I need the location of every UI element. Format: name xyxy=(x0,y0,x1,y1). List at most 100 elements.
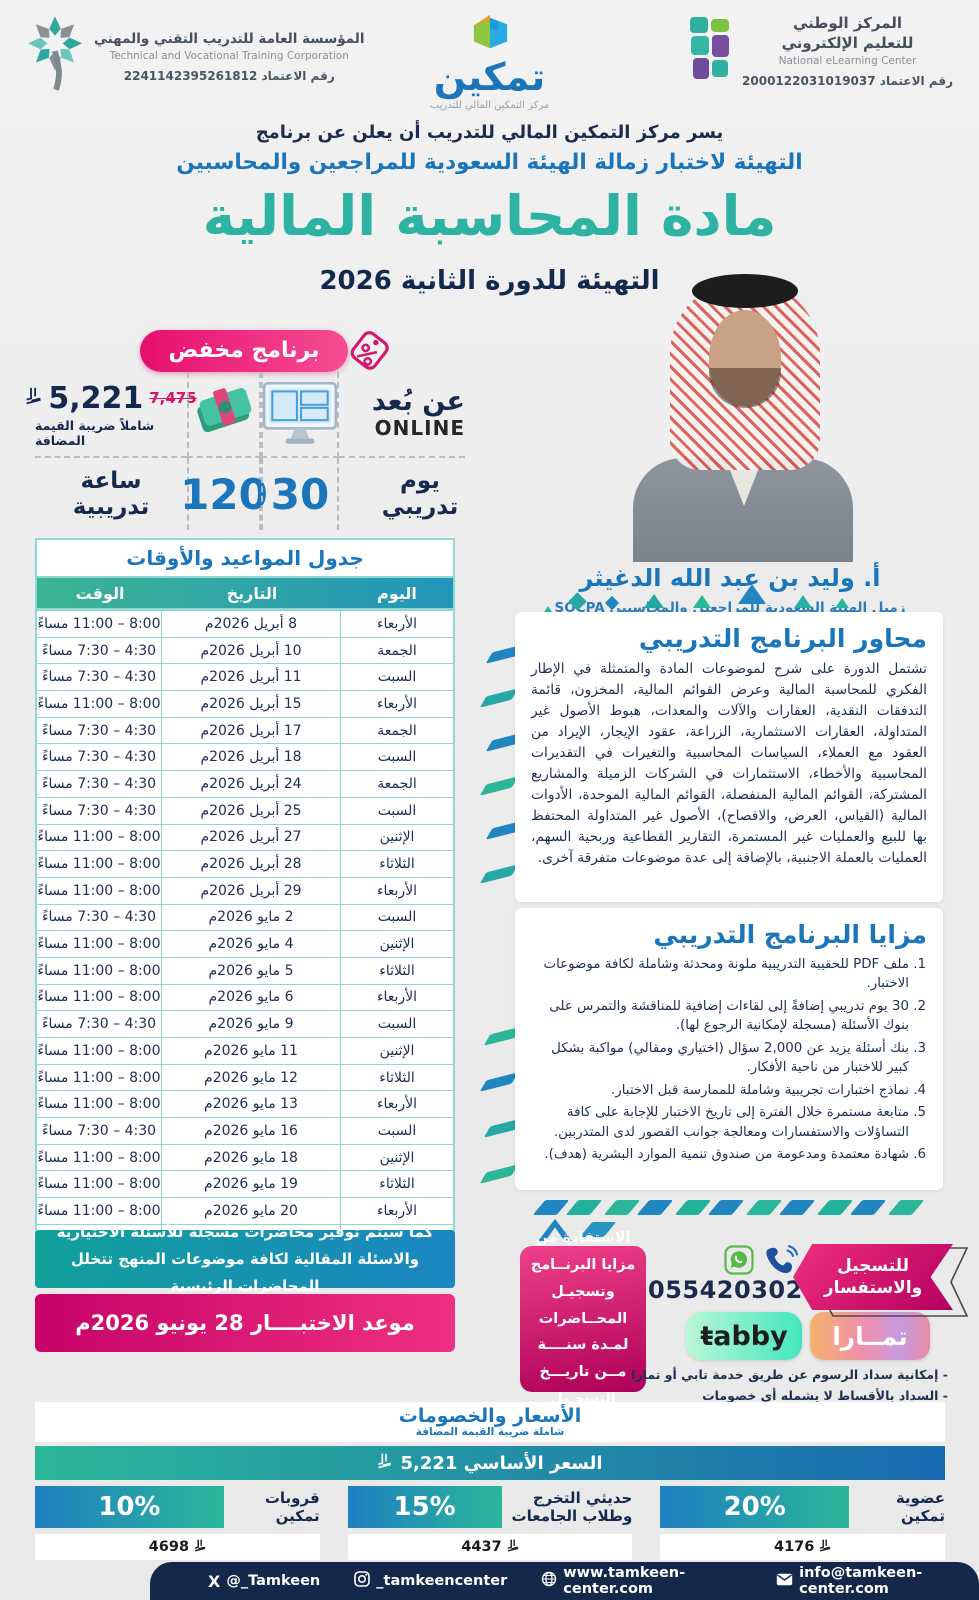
list-item: ملف PDF للحقيبة التدريبية ملونة ومحدثة و… xyxy=(531,955,909,994)
decor-triangles-top xyxy=(540,584,940,618)
row-day: الأربعاء xyxy=(376,615,418,632)
row-time: 8:00 – 11:00 مساءً xyxy=(37,824,162,851)
table-row: الجمعة 10 أبريل 2026م 4:30 – 7:30 مساءً xyxy=(37,636,453,664)
table-row: الأربعاء 20 مايو 2026م 8:00 – 11:00 مساء… xyxy=(37,1197,453,1224)
row-date: 13 مايو 2026م xyxy=(162,1091,341,1118)
tamkeen-subtitle: مركز التمكين المالي للتدريب xyxy=(429,100,550,111)
saudi-riyal-icon xyxy=(507,1539,519,1556)
tier-groups: قروبات تمكين 10% 4698 xyxy=(35,1486,320,1560)
tamkeen-logo-block: تمكين مركز التمكين المالي للتدريب xyxy=(380,12,600,111)
row-date: 17 أبريل 2026م xyxy=(162,717,341,744)
nelc-accreditation: رقم الاعتماد 2000122031019037 xyxy=(742,74,953,88)
row-day: الثلاثاء xyxy=(379,856,415,873)
row-time: 8:00 – 11:00 مساءً xyxy=(37,877,162,904)
tier-label-line2: تمكين xyxy=(900,1507,945,1525)
row-date: 20 مايو 2026م xyxy=(162,1198,341,1224)
tier-label-line2: تمكين xyxy=(275,1507,320,1525)
table-row: الجمعة 17 أبريل 2026م 4:30 – 7:30 مساءً xyxy=(37,716,453,744)
tvtc-flower-icon xyxy=(26,16,84,98)
nelc-logo-block: المركز الوطني للتعليم الإلكتروني Nationa… xyxy=(688,14,953,88)
tvtc-name-en: Technical and Vocational Training Corpor… xyxy=(109,49,349,62)
row-time: 8:00 – 11:00 مساءً xyxy=(37,1038,162,1064)
footer-instagram-handle[interactable]: _tamkeencenter xyxy=(354,1571,507,1591)
instructor-name: أ. وليد بن عبد الله الدغيثر xyxy=(579,564,881,592)
row-time: 4:30 – 7:30 مساءً xyxy=(37,1118,162,1144)
pricing-subtitle: شاملة ضريبة القيمة المضافة xyxy=(415,1426,565,1439)
row-day: الإثنين xyxy=(379,1042,415,1059)
tier-percent: 15% xyxy=(347,1486,502,1528)
discount-tag-icon xyxy=(346,326,394,378)
tier-label-line1: حديثي التخرج xyxy=(532,1489,633,1507)
row-time: 4:30 – 7:30 مساءً xyxy=(37,797,162,824)
footer-email[interactable]: info@tamkeen-center.com xyxy=(776,1565,979,1597)
table-row: الجمعة 24 أبريل 2026م 4:30 – 7:30 مساءً xyxy=(37,770,453,797)
row-time: 8:00 – 11:00 مساءً xyxy=(37,611,162,637)
row-day: الأربعاء xyxy=(376,882,418,899)
table-row: الأربعاء 15 أبريل 2026م 8:00 – 11:00 مسا… xyxy=(37,690,453,717)
benefits-section: مزايا البرنامج التدريبي ملف PDF للحقيبة … xyxy=(515,908,943,1190)
row-time: 4:30 – 7:30 مساءً xyxy=(37,637,162,664)
table-row: الإثنين 27 أبريل 2026م 8:00 – 11:00 مساء… xyxy=(37,823,453,851)
footer-x-handle[interactable]: X @_Tamkeen xyxy=(208,1572,320,1591)
pricing-header: الأسعار والخصومات شاملة ضريبة القيمة الم… xyxy=(35,1402,945,1442)
email-text: info@tamkeen-center.com xyxy=(799,1565,923,1597)
row-day: السبت xyxy=(377,802,417,819)
row-time: 8:00 – 11:00 مساءً xyxy=(37,1091,162,1118)
schedule-body: الأربعاء 8 أبريل 2026م 8:00 – 11:00 مساء… xyxy=(35,610,455,1253)
payment-note-line: - إمكانية سداد الرسوم عن طريق خدمة تابي … xyxy=(631,1367,948,1382)
row-day: السبت xyxy=(377,749,417,766)
row-time: 8:00 – 11:00 مساءً xyxy=(37,691,162,717)
row-time: 4:30 – 7:30 مساءً xyxy=(37,664,162,691)
table-row: الثلاثاء 5 مايو 2026م 8:00 – 11:00 مساءً xyxy=(37,956,453,984)
topics-title: محاور البرنامج التدريبي xyxy=(638,624,927,653)
benefits-title: مزايا البرنامج التدريبي xyxy=(653,920,927,949)
saudi-riyal-icon xyxy=(377,1453,392,1474)
mode-label-ar: عن بُعد xyxy=(371,385,465,417)
row-day: السبت xyxy=(377,669,417,686)
tvtc-logo-block: المؤسسة العامة للتدريب التقني والمهني Te… xyxy=(26,16,364,98)
row-time: 8:00 – 11:00 مساءً xyxy=(37,1064,162,1091)
ribbon-line-2: والاستفسار xyxy=(823,1278,923,1298)
row-date: 11 أبريل 2026م xyxy=(162,664,341,691)
row-date: 11 مايو 2026م xyxy=(162,1038,341,1064)
nelc-mosaic-icon xyxy=(688,15,732,87)
tvtc-name-ar: المؤسسة العامة للتدريب التقني والمهني xyxy=(94,31,365,48)
payment-note-line: - السداد بالأقساط لا يشمله أي خصومات xyxy=(702,1388,948,1404)
tabby-logo[interactable]: ŧabby xyxy=(686,1312,802,1360)
hours-label-cell: ساعة تدريبية xyxy=(35,458,187,530)
table-row: السبت 2 مايو 2026م 4:30 – 7:30 مساءً xyxy=(37,903,453,931)
schedule-header: اليوم التاريخ الوقت xyxy=(35,578,455,610)
list-item: متابعة مستمرة خلال الفترة إلى تاريخ الاخ… xyxy=(531,1103,909,1142)
row-date: 2 مايو 2026م xyxy=(162,904,341,931)
exam-date-banner: موعد الاختبــــار 28 يونيو 2026م xyxy=(35,1294,455,1352)
table-row: السبت 16 مايو 2026م 4:30 – 7:30 مساءً xyxy=(37,1117,453,1144)
table-row: الإثنين 4 مايو 2026م 8:00 – 11:00 مساءً xyxy=(37,930,453,957)
registration-phone[interactable]: 0554203028 xyxy=(648,1276,820,1304)
discount-badge: برنامج مخفض xyxy=(140,330,348,372)
tamkeen-wordmark: تمكين xyxy=(433,55,546,99)
x-icon: X xyxy=(208,1571,221,1591)
page-title: مادة المحاسبة المالية xyxy=(202,184,777,248)
row-date: 18 مايو 2026م xyxy=(162,1144,341,1171)
row-date: 10 أبريل 2026م xyxy=(162,637,341,664)
footer-website[interactable]: www.tamkeen-center.com xyxy=(541,1565,742,1597)
benefits-list: ملف PDF للحقيبة التدريبية ملونة ومحدثة و… xyxy=(531,955,927,1164)
intro-line: يسر مركز التمكين المالي للتدريب أن يعلن … xyxy=(255,122,724,143)
row-date: 19 مايو 2026م xyxy=(162,1171,341,1198)
days-label-cell: يوم تدريبي xyxy=(339,458,465,530)
nelc-name-ar-2: للتعليم الإلكتروني xyxy=(781,33,914,52)
mode-label-en: ONLINE xyxy=(374,416,465,441)
list-item: 30 يوم تدريبي إضافةً إلى لقاءات إضافية ل… xyxy=(531,997,909,1036)
tamara-logo[interactable]: تمــارا xyxy=(810,1312,930,1360)
tier-price-value: 4176 xyxy=(774,1539,815,1555)
money-icon xyxy=(187,372,261,458)
registration-ribbon: للتسجيل والاستفسار xyxy=(793,1240,971,1320)
phone-icon xyxy=(762,1244,799,1280)
saudi-riyal-icon xyxy=(819,1539,831,1556)
row-date: 27 أبريل 2026م xyxy=(162,824,341,851)
days-cell: 30 xyxy=(261,458,339,530)
ribbon-line-1: للتسجيل xyxy=(837,1255,909,1276)
benefit-access-box: الاستفادة من مزايا البرنــامج وتسجيـل ال… xyxy=(520,1230,646,1407)
whatsapp-icon[interactable] xyxy=(724,1245,754,1279)
